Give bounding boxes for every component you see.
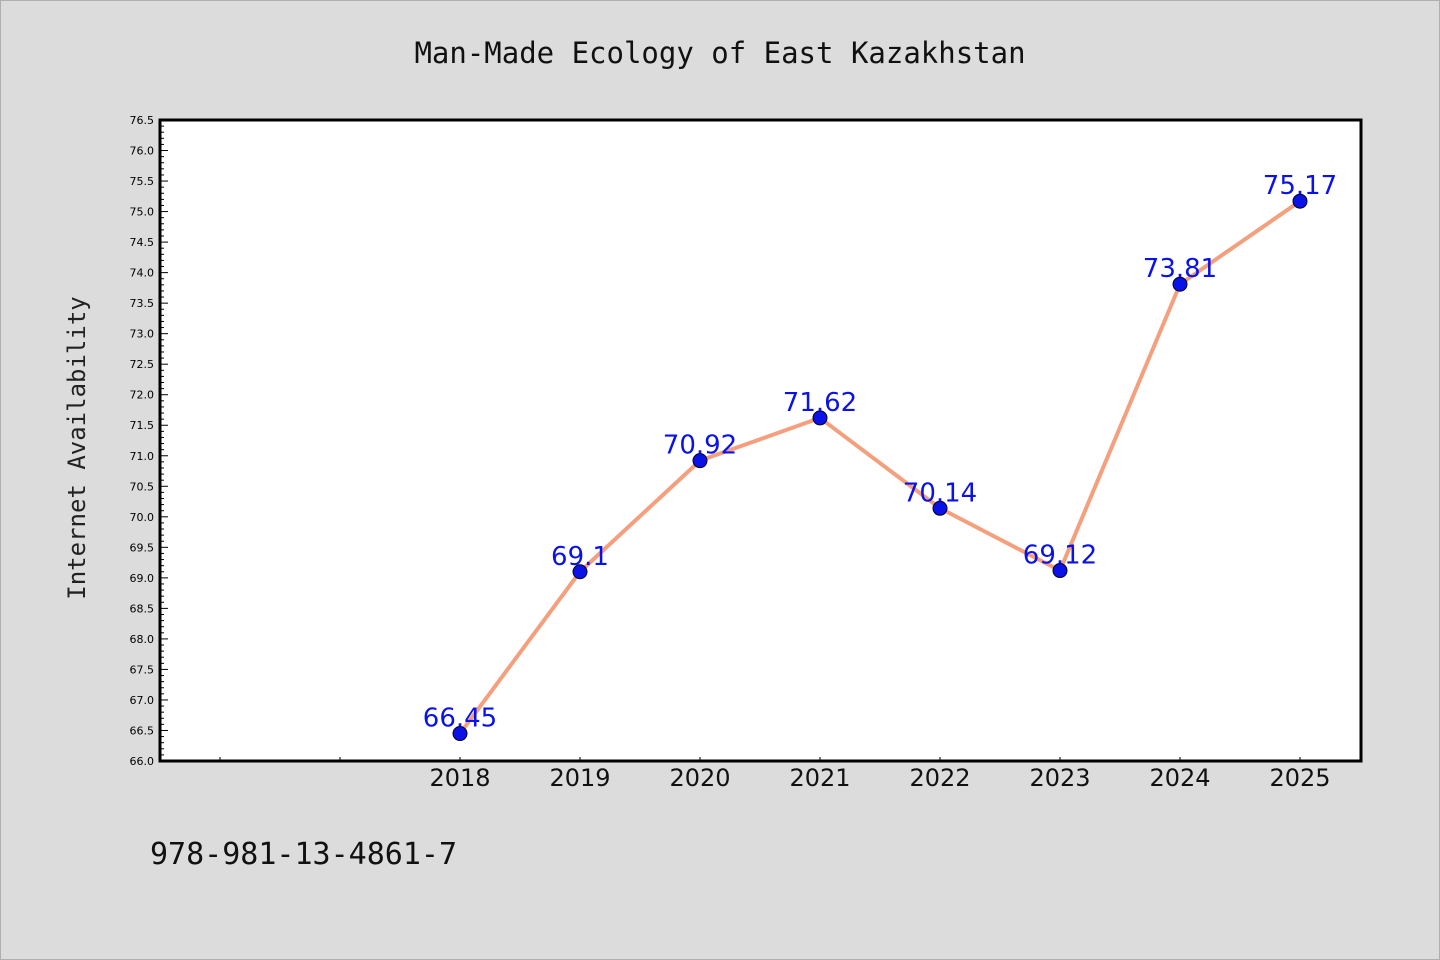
- y-tick-label: 67.0: [130, 694, 155, 707]
- x-tick-label: 2025: [1269, 764, 1330, 792]
- y-tick-label: 75.0: [130, 206, 155, 219]
- data-point: [812, 410, 828, 426]
- x-tick-label: 2021: [789, 764, 850, 792]
- data-label: 66.45: [423, 704, 497, 734]
- x-tick-label: 2023: [1029, 764, 1090, 792]
- data-point: [932, 500, 948, 516]
- data-point: [1292, 193, 1308, 209]
- data-label: 73.81: [1143, 254, 1217, 284]
- y-tick-label: 72.5: [130, 358, 155, 371]
- y-tick-label: 68.5: [130, 602, 155, 615]
- data-label: 69.1: [551, 542, 609, 572]
- y-tick-label: 73.0: [130, 328, 155, 341]
- y-tick-label: 70.5: [130, 480, 155, 493]
- y-tick-label: 69.5: [130, 541, 155, 554]
- footer-isbn: 978-981-13-4861-7: [150, 837, 457, 872]
- y-tick-label: 72.0: [130, 389, 155, 402]
- y-tick-label: 66.5: [130, 724, 155, 737]
- y-tick-label: 66.0: [130, 755, 155, 768]
- data-label: 71.62: [783, 388, 857, 418]
- y-tick-label: 73.5: [130, 297, 155, 310]
- x-tick-label: 2020: [669, 764, 730, 792]
- data-point: [1172, 276, 1188, 292]
- y-tick-label: 71.0: [130, 450, 155, 463]
- y-tick-label: 68.0: [130, 633, 155, 646]
- data-label: 70.92: [663, 431, 737, 461]
- y-tick-label: 69.0: [130, 572, 155, 585]
- data-label: 70.14: [903, 478, 977, 508]
- x-axis: 2018 2019 2020 2021 2022 2023 2024 2025: [219, 757, 1331, 792]
- series-line: [458, 199, 1302, 735]
- y-tick-label: 76.0: [130, 145, 155, 158]
- data-label: 75.17: [1263, 171, 1337, 201]
- y-tick-label: 71.5: [130, 419, 155, 432]
- y-tick-label: 75.5: [130, 175, 155, 188]
- chart-title: Man-Made Ecology of East Kazakhstan: [414, 36, 1025, 70]
- y-tick-label: 74.0: [130, 267, 155, 280]
- data-labels: 66.45 69.1 70.92 71.62 70.14 69.12 73.81 75.17: [423, 171, 1337, 733]
- x-tick-label: 2019: [549, 764, 610, 792]
- data-point: [1052, 563, 1068, 579]
- y-axis-label: Internet Availability: [63, 296, 91, 599]
- series-layer: [452, 193, 1308, 742]
- data-point: [572, 564, 588, 580]
- x-tick-label: 2022: [909, 764, 970, 792]
- y-tick-label: 70.0: [130, 511, 155, 524]
- y-tick-label: 67.5: [130, 663, 155, 676]
- data-point: [692, 453, 708, 469]
- x-tick-label: 2018: [429, 764, 490, 792]
- y-tick-label: 76.5: [130, 114, 155, 127]
- data-label: 69.12: [1023, 541, 1097, 571]
- x-tick-label: 2024: [1149, 764, 1210, 792]
- y-tick-label: 74.5: [130, 236, 155, 249]
- y-axis: 66.0 66.5 67.0 67.5 68.0 68.5 69.0 69.5 70.0 70.5…: [130, 114, 168, 768]
- data-point: [452, 726, 468, 742]
